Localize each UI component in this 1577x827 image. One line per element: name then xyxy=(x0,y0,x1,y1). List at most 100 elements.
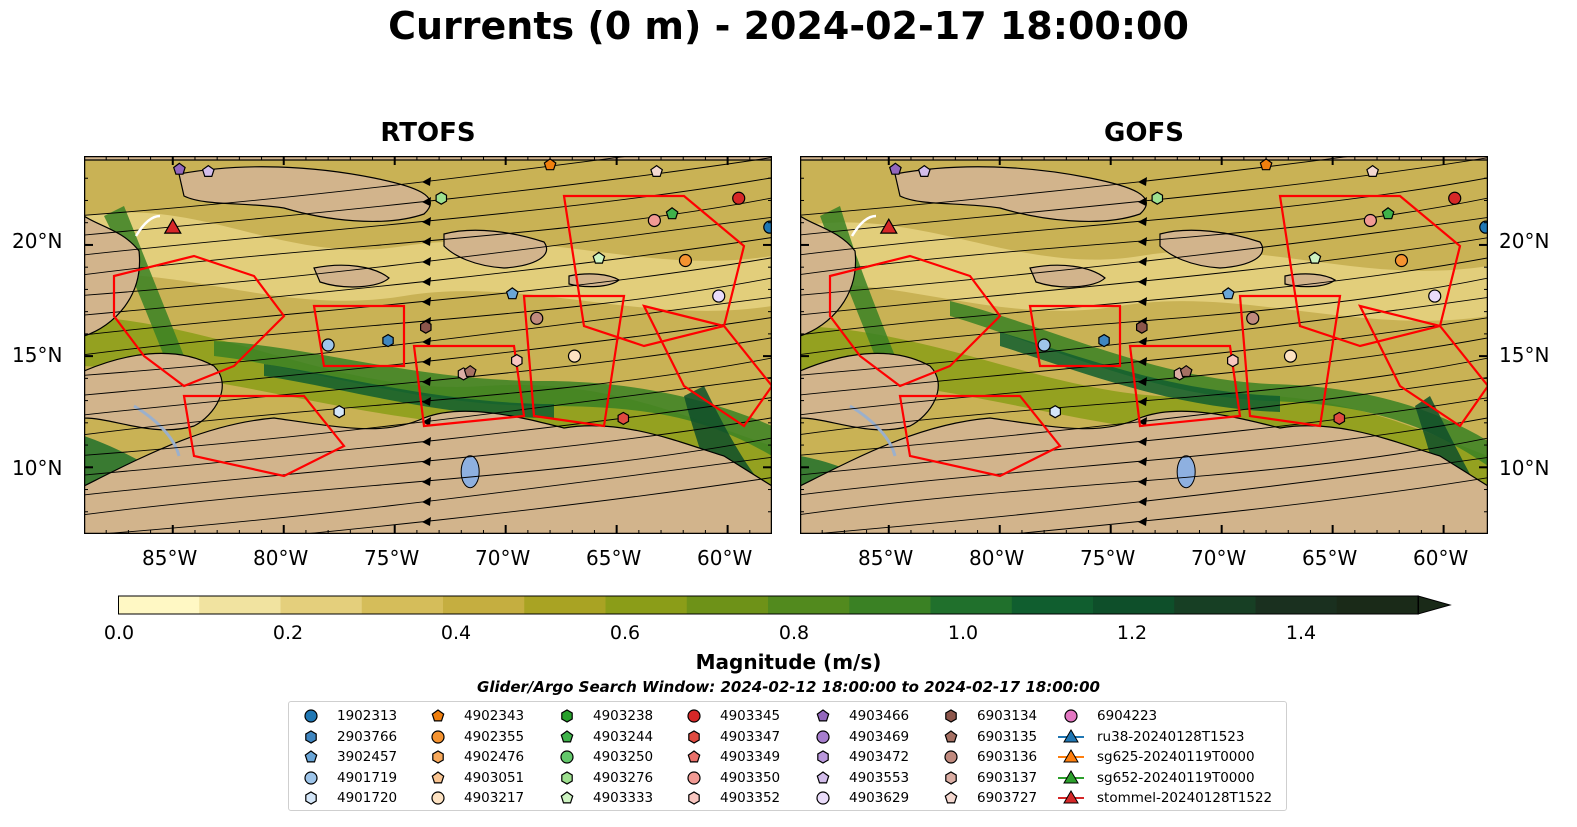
legend-label: 4902476 xyxy=(464,749,525,765)
legend-marker xyxy=(817,750,829,764)
legend-label: 1902313 xyxy=(337,708,398,724)
float-marker xyxy=(530,311,544,325)
legend-marker xyxy=(688,729,700,744)
legend-marker xyxy=(304,709,318,723)
colorbar-frame xyxy=(118,595,1419,615)
lat-tick-label: 15°N xyxy=(12,343,63,367)
colorbar-tick-label: 1.0 xyxy=(947,622,979,644)
legend-swatch xyxy=(431,770,445,783)
legend-swatch xyxy=(816,770,830,783)
legend-swatch xyxy=(816,791,830,805)
legend-swatch xyxy=(688,791,700,805)
legend-item: 6903135 xyxy=(937,727,1037,747)
legend-marker xyxy=(304,770,318,785)
boundary-outline xyxy=(828,254,1002,388)
streamline-arrow xyxy=(1138,397,1147,406)
legend-label: 4901720 xyxy=(337,790,398,806)
legend-swatch xyxy=(431,791,445,805)
legend-label: 6904223 xyxy=(1097,708,1158,724)
legend-label: 6903135 xyxy=(977,728,1038,745)
legend-item: 4902343 xyxy=(424,706,524,726)
float-marker xyxy=(463,364,477,378)
float-marker xyxy=(917,164,931,177)
legend-item: sg625-20240119T0000 xyxy=(1057,747,1255,767)
float-marker xyxy=(172,162,186,175)
map-frame xyxy=(84,156,772,534)
legend-item: 4903276 xyxy=(553,768,653,788)
legend-swatch xyxy=(560,791,574,804)
legend-swatch xyxy=(944,729,958,742)
streamline xyxy=(800,277,1488,356)
current-band xyxy=(214,341,772,456)
legend-swatch xyxy=(944,791,958,804)
legend-swatch xyxy=(816,729,830,744)
streamline-arrow xyxy=(422,497,431,506)
legend-item: 6903134 xyxy=(937,706,1037,726)
float-marker xyxy=(1394,253,1409,268)
float-marker xyxy=(511,353,523,368)
colorbar-bin xyxy=(1255,596,1338,614)
lon-tick-label: 75°W xyxy=(1080,546,1136,570)
legend-marker xyxy=(816,729,830,744)
legend-swatch xyxy=(304,709,318,723)
legend-swatch xyxy=(305,791,317,805)
legend-marker xyxy=(432,750,444,764)
lon-tick-label: 65°W xyxy=(1302,546,1358,570)
streamline-arrow xyxy=(422,177,431,186)
legend-label: 4903349 xyxy=(720,749,781,765)
streamline xyxy=(84,437,772,516)
legend-swatch xyxy=(304,770,318,785)
legend-label: sg652-20240119T0000 xyxy=(1097,769,1255,786)
colorbar-bin xyxy=(930,596,1013,614)
streamline-arrow xyxy=(1138,357,1147,366)
float-marker xyxy=(435,191,448,205)
boundary-outline xyxy=(112,254,286,388)
glider-track xyxy=(850,214,877,237)
legend-marker xyxy=(431,729,445,744)
legend-label: 4903333 xyxy=(593,790,654,806)
streamline xyxy=(800,296,1488,376)
legend-swatch xyxy=(560,729,574,742)
glider-track xyxy=(134,214,161,237)
colorbar-bin xyxy=(768,596,850,614)
legend-item: 4903347 xyxy=(680,727,780,747)
float-marker xyxy=(650,164,664,177)
streamline-arrow xyxy=(1138,417,1147,426)
streamline-arrow xyxy=(1138,497,1147,506)
legend-item: 4901719 xyxy=(297,768,397,788)
legend-marker xyxy=(431,791,445,805)
legend-label: 6903727 xyxy=(977,790,1038,806)
streamline xyxy=(800,317,1488,396)
streamline xyxy=(84,277,772,356)
float-marker xyxy=(732,191,746,205)
legend-swatch xyxy=(432,750,444,764)
legend-item: ru38-20240128T1523 xyxy=(1057,727,1244,747)
colorbar-bin xyxy=(361,596,444,614)
streamline-arrow xyxy=(422,357,431,366)
current-band xyxy=(264,364,554,418)
colorbar-bin xyxy=(524,596,606,614)
streamline-arrow xyxy=(422,197,431,206)
streamline-arrow xyxy=(1138,217,1147,226)
float-marker xyxy=(1049,405,1061,419)
streamlines xyxy=(800,156,1488,534)
streamline xyxy=(800,257,1488,336)
lon-tick-label: 70°W xyxy=(475,546,531,570)
glider-marker xyxy=(163,217,182,234)
streamlines xyxy=(84,156,772,534)
map-panel-gofs xyxy=(800,156,1488,534)
legend-label: stommel-20240128T1522 xyxy=(1097,790,1273,806)
legend-marker xyxy=(560,750,574,764)
float-marker xyxy=(1363,213,1377,228)
colorbar-bin xyxy=(199,596,281,614)
land-jamaica xyxy=(1029,264,1106,288)
streamline-arrow xyxy=(1138,437,1147,446)
lat-tick-label: 20°N xyxy=(12,229,63,253)
legend-label: 4903250 xyxy=(593,749,654,765)
legend-swatch xyxy=(1058,790,1084,804)
land-hispaniola xyxy=(1159,229,1264,269)
streamline-arrow xyxy=(422,237,431,246)
float-marker xyxy=(647,213,661,228)
float-marker xyxy=(543,158,557,171)
legend-label: 4903629 xyxy=(849,790,910,806)
